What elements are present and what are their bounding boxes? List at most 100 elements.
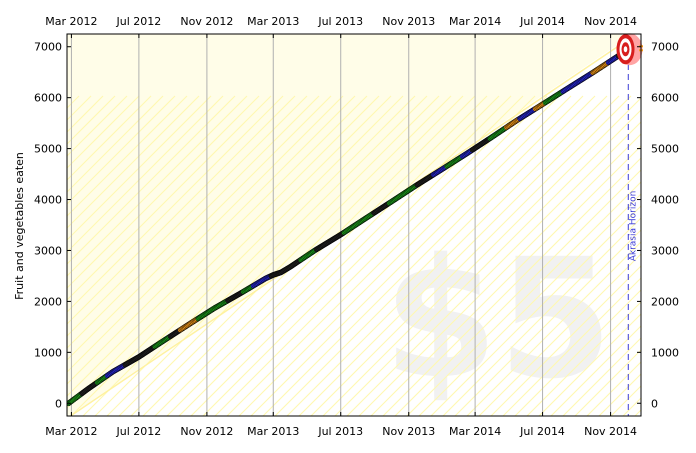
road-hatch — [562, 337, 641, 416]
road-hatch — [430, 205, 641, 416]
road-hatch — [154, 95, 476, 416]
road-hatch — [166, 95, 488, 416]
road-hatch — [683, 96, 696, 416]
plot-frame — [66, 33, 642, 417]
road-hatch — [310, 95, 632, 416]
y-tick-label-left: 3000 — [34, 244, 62, 257]
road-band — [67, 34, 632, 416]
x-tick-label-top: Nov 2012 — [180, 15, 233, 28]
road-hatch — [67, 95, 188, 217]
road-hatch — [67, 95, 200, 229]
road-hatch — [67, 95, 128, 157]
road-hatch — [538, 313, 641, 416]
x-tick-label-top: Jul 2012 — [116, 15, 162, 28]
x-tick-label-bottom: Jul 2014 — [519, 425, 565, 438]
road-hatch — [67, 95, 212, 241]
road-hatch — [67, 95, 380, 409]
road-hatch — [598, 373, 641, 416]
road-hatch — [454, 229, 641, 416]
road-hatch — [67, 95, 344, 373]
road-hatch — [334, 109, 641, 416]
road-hatch — [178, 95, 500, 416]
road-hatch — [298, 95, 620, 416]
road-hatch — [358, 133, 641, 416]
road-hatch — [118, 95, 440, 416]
x-tick-label-top: Jul 2014 — [519, 15, 565, 28]
y-tick-label-left: 2000 — [34, 295, 62, 308]
road-hatch — [82, 95, 404, 416]
x-tick-label-bottom: Nov 2014 — [584, 425, 637, 438]
road-hatch — [67, 95, 164, 193]
data-points — [67, 51, 625, 407]
x-tick-label-bottom: Jul 2012 — [116, 425, 162, 438]
y-tick-label-left: 4000 — [34, 194, 62, 207]
x-tick-label-bottom: Nov 2012 — [180, 425, 233, 438]
road-hatch — [67, 95, 356, 385]
x-tick-label-top: Mar 2012 — [45, 15, 97, 28]
road-hatch — [67, 95, 272, 301]
road-hatch — [418, 193, 641, 416]
bullseye-icon — [616, 33, 643, 66]
road-hatch — [502, 277, 641, 416]
road-hatch — [442, 217, 641, 416]
y-axis-label: Fruit and vegetables eaten — [13, 152, 26, 300]
y-tick-label-right: 4000 — [651, 194, 679, 207]
road-hatch — [67, 95, 320, 349]
x-tick-label-bottom: Mar 2013 — [247, 425, 299, 438]
road-hatch — [250, 95, 572, 416]
y-tick-label-left: 5000 — [34, 143, 62, 156]
road-hatch — [490, 265, 641, 416]
road-hatch — [67, 95, 260, 289]
road-hatch — [190, 95, 512, 416]
target-center — [623, 46, 628, 53]
road-hatch — [67, 95, 224, 253]
road-hatch — [67, 95, 332, 361]
yellow-brick-road — [0, 34, 696, 416]
x-tick-label-bottom: Jul 2013 — [317, 425, 363, 438]
akrasia-horizon: Akrasia Horizon — [627, 34, 638, 416]
road-hatch — [346, 121, 641, 416]
road-hatch — [586, 361, 641, 416]
x-tick-label-top: Nov 2013 — [382, 15, 435, 28]
road-hatch — [274, 95, 596, 416]
y-tick-label-right: 0 — [651, 397, 658, 410]
y-tick-label-right: 1000 — [651, 346, 679, 359]
y-tick-label-left: 1000 — [34, 346, 62, 359]
road-hatch — [226, 95, 548, 416]
road-hatch — [514, 289, 641, 416]
y-tick-label-right: 6000 — [651, 92, 679, 105]
road-hatch — [406, 181, 641, 416]
road-hatch — [526, 301, 641, 416]
road-hatch — [67, 95, 296, 325]
x-tick-label-top: Jul 2013 — [317, 15, 363, 28]
pledge-watermark: $5 — [383, 223, 613, 415]
x-tick-label-top: Mar 2014 — [449, 15, 501, 28]
x-tick-label-bottom: Nov 2013 — [382, 425, 435, 438]
gridlines — [70, 34, 612, 416]
road-hatch — [67, 95, 152, 181]
horizon-label: Akrasia Horizon — [628, 191, 638, 262]
road-hatch — [67, 95, 236, 265]
road-hatch — [394, 169, 641, 416]
road-hatch — [67, 95, 140, 169]
y-tick-label-left: 7000 — [34, 41, 62, 54]
road-hatch — [478, 253, 641, 416]
road-hatch — [106, 95, 428, 416]
y-tick-label-right: 5000 — [651, 143, 679, 156]
x-tick-label-top: Nov 2014 — [584, 15, 637, 28]
road-hatch — [0, 96, 7, 416]
road-hatch — [67, 95, 248, 277]
road-hatch — [67, 95, 176, 205]
y-tick-label-right: 2000 — [651, 295, 679, 308]
y-tick-label-right: 3000 — [651, 244, 679, 257]
road-hatch — [238, 95, 560, 416]
x-tick-label-bottom: Mar 2014 — [449, 425, 501, 438]
road-hatch — [214, 95, 536, 416]
road-hatch — [130, 95, 452, 416]
road-hatch — [67, 95, 284, 313]
road-hatch — [322, 97, 641, 416]
road-hatch — [574, 349, 641, 416]
road-hatch — [262, 95, 584, 416]
axis-ticks: Mar 2012 Mar 2012 Jul 2012 Jul 2012 Nov 2012… — [34, 15, 679, 438]
